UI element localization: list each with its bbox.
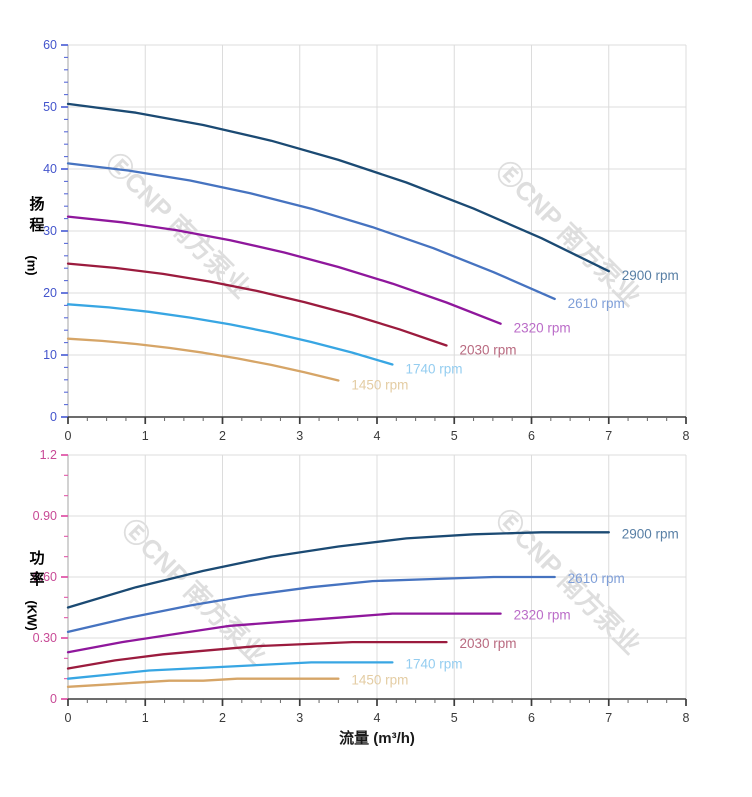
curve-1450-rpm <box>66 337 340 382</box>
x-tick-label: 3 <box>296 711 303 725</box>
x-tick-label: 5 <box>451 429 458 443</box>
x-tick-label: 1 <box>142 711 149 725</box>
x-tick-label: 1 <box>142 429 149 443</box>
series-label-2320-rpm: 2320 rpm <box>514 321 571 336</box>
curve-2610-rpm <box>66 162 556 301</box>
x-tick-label: 0 <box>65 429 72 443</box>
y-tick-label: 30 <box>43 224 57 238</box>
curve-2030-rpm <box>66 640 448 670</box>
x-tick-label: 8 <box>683 429 690 443</box>
curve-2610-rpm <box>66 575 556 634</box>
x-tick-label: 3 <box>296 429 303 443</box>
curve-1740-rpm <box>66 303 394 366</box>
y-tick-label: 0.30 <box>33 631 57 645</box>
y-tick-label: 60 <box>43 38 57 52</box>
series-label-2610-rpm: 2610 rpm <box>568 296 625 311</box>
y-tick-label: 0.60 <box>33 570 57 584</box>
curve-2320-rpm <box>66 612 502 654</box>
curve-2320-rpm <box>66 215 502 325</box>
curve-2030-rpm <box>66 262 448 347</box>
x-tick-label: 6 <box>528 429 535 443</box>
y-tick-label: 20 <box>43 286 57 300</box>
x-tick-label: 0 <box>65 711 72 725</box>
x-tick-label: 5 <box>451 711 458 725</box>
series-label-2030-rpm: 2030 rpm <box>460 343 517 358</box>
x-tick-label: 2 <box>219 429 226 443</box>
head-axis-unit: (m) <box>24 255 40 276</box>
x-tick-label: 2 <box>219 711 226 725</box>
watermark-text: ⒺCNP 南方泵业 <box>490 155 647 312</box>
y-tick-label: 0.90 <box>33 509 57 523</box>
curve-2900-rpm <box>66 531 610 609</box>
curve-2900-rpm <box>66 102 610 273</box>
series-label-1740-rpm: 1740 rpm <box>405 361 462 376</box>
x-tick-label: 7 <box>605 429 612 443</box>
x-tick-label: 4 <box>374 711 381 725</box>
curve-1740-rpm <box>66 661 394 680</box>
head-axis-title: 扬程 <box>29 196 45 234</box>
series-label-2610-rpm: 2610 rpm <box>568 571 625 586</box>
y-tick-label: 0 <box>50 692 57 706</box>
series-label-1450-rpm: 1450 rpm <box>351 673 408 688</box>
series-label-2030-rpm: 2030 rpm <box>460 636 517 651</box>
y-tick-label: 10 <box>43 348 57 362</box>
y-tick-label: 40 <box>43 162 57 176</box>
series-label-2900-rpm: 2900 rpm <box>622 526 679 541</box>
series-label-2320-rpm: 2320 rpm <box>514 608 571 623</box>
series-label-1450-rpm: 1450 rpm <box>351 378 408 393</box>
y-tick-label: 0 <box>50 410 57 424</box>
x-tick-label: 7 <box>605 711 612 725</box>
x-tick-label: 6 <box>528 711 535 725</box>
power-axis-unit: (KW) <box>24 600 40 631</box>
flow-axis-title: 流量 (m³/h) <box>339 730 415 747</box>
y-tick-label: 1.2 <box>40 448 57 462</box>
series-label-2900-rpm: 2900 rpm <box>622 268 679 283</box>
series-label-1740-rpm: 1740 rpm <box>405 656 462 671</box>
power-axis-title: 功率 <box>29 550 45 588</box>
x-tick-label: 4 <box>374 429 381 443</box>
curve-1450-rpm <box>66 677 340 688</box>
x-tick-label: 8 <box>683 711 690 725</box>
y-tick-label: 50 <box>43 100 57 114</box>
